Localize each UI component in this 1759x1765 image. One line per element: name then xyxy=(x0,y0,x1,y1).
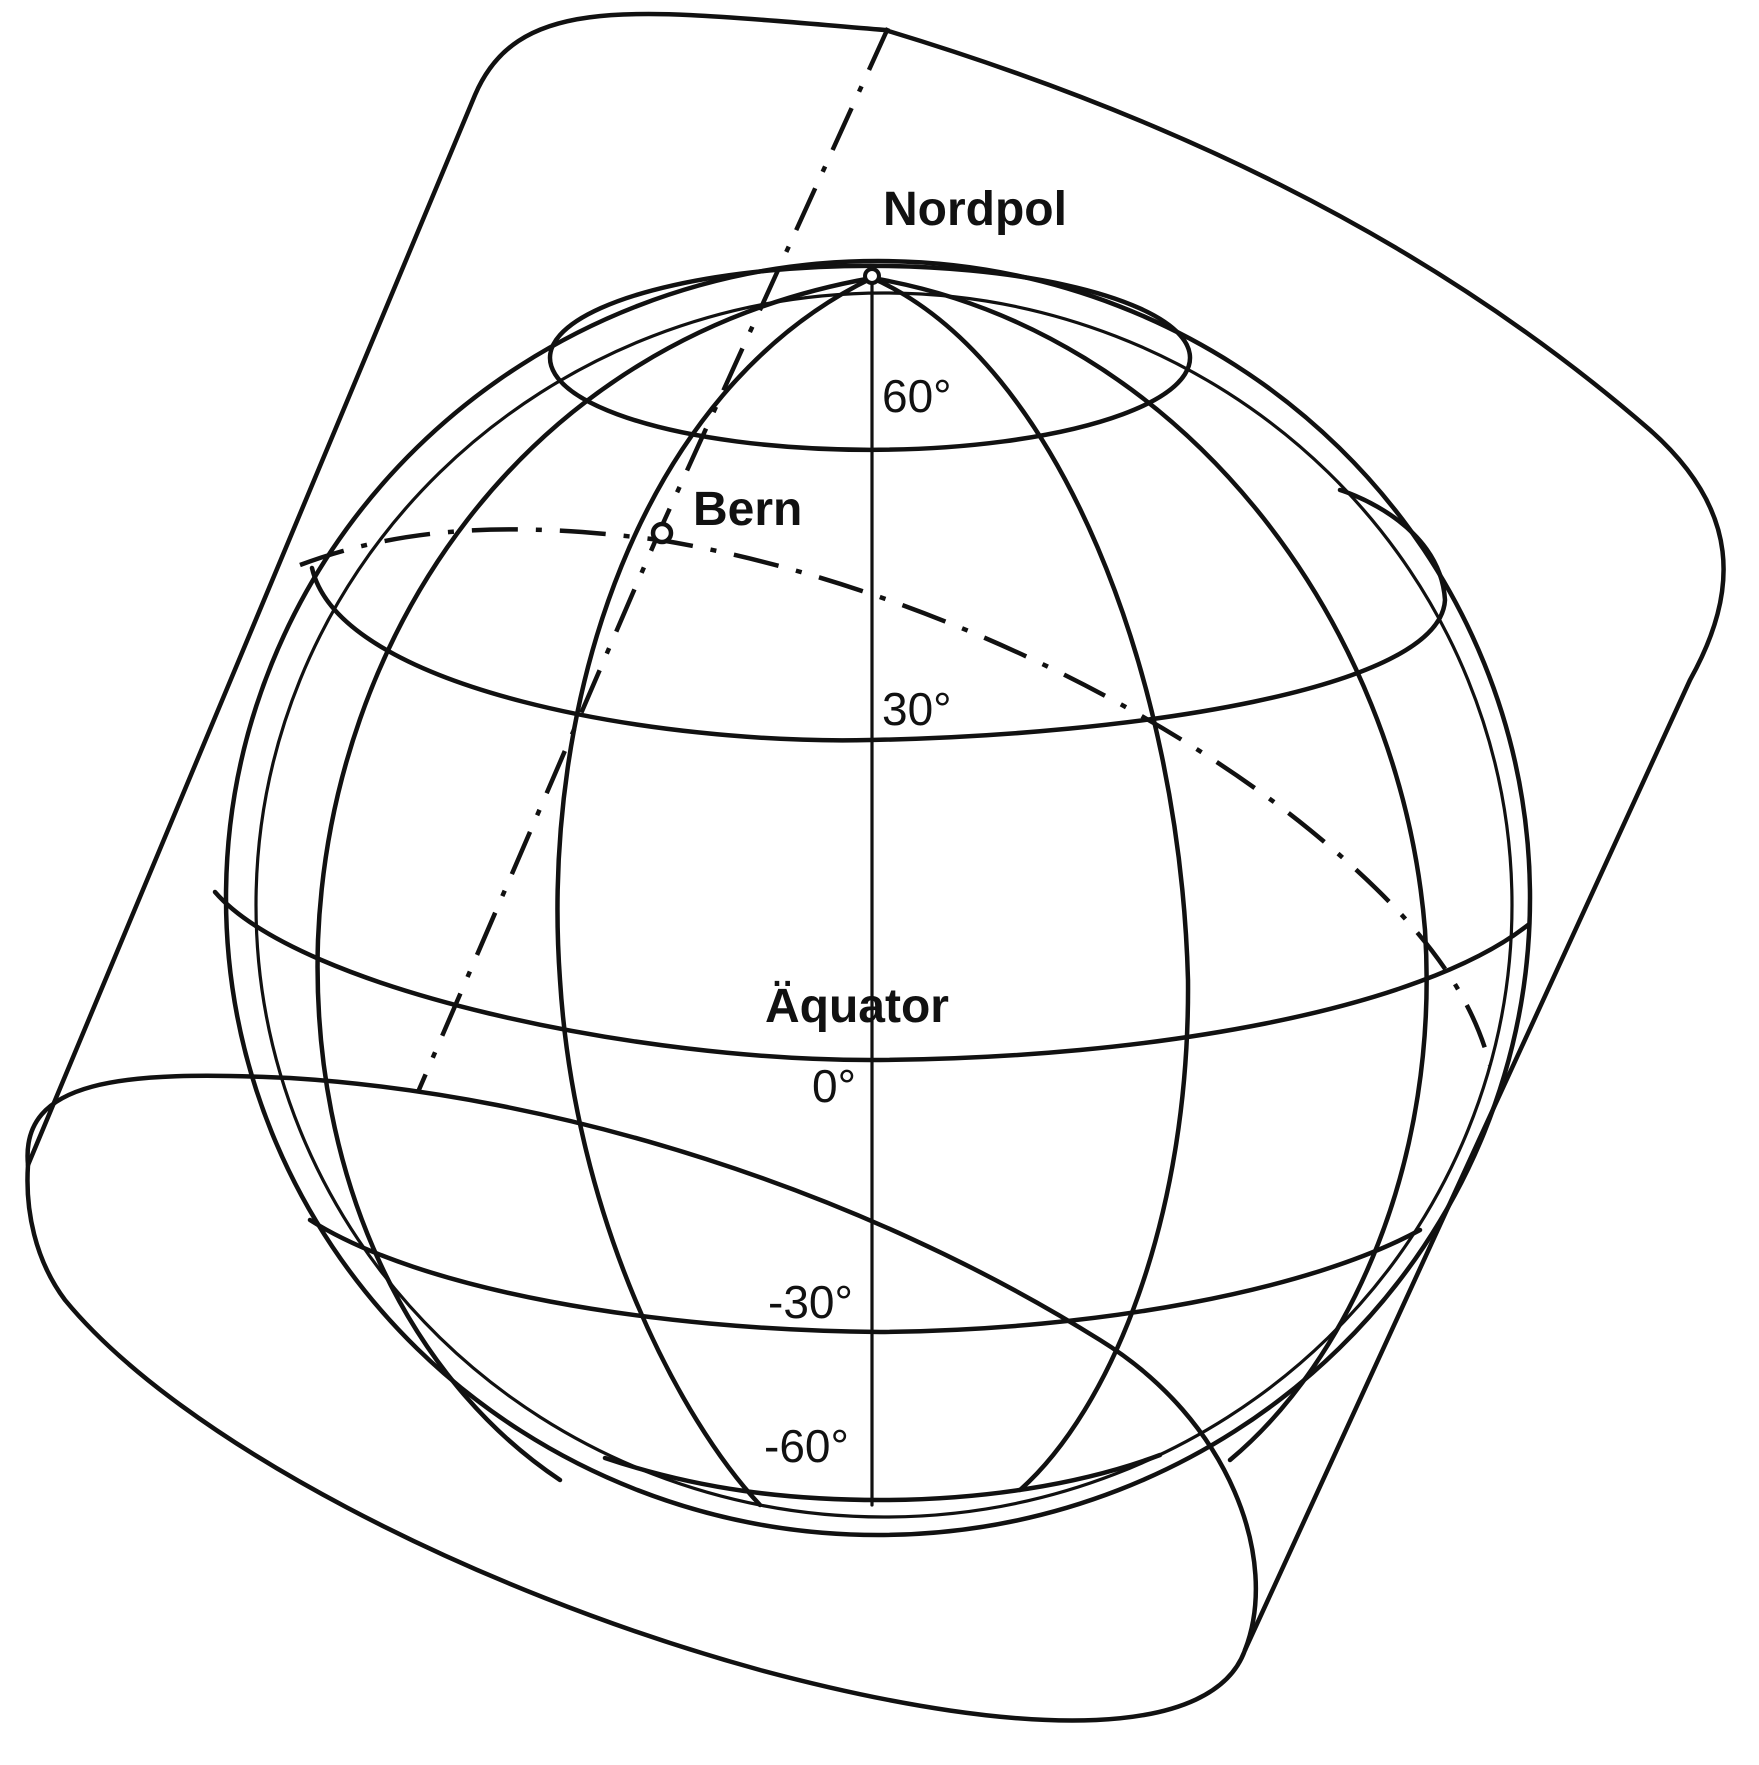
latitude-label-60: 60° xyxy=(882,370,952,422)
globe-outline xyxy=(223,258,1533,1538)
cylinder-bottom-rim xyxy=(25,1073,1259,1723)
equator-line xyxy=(212,889,1531,1063)
meridian-right-1 xyxy=(869,275,1191,1493)
globe-limb-inner xyxy=(254,291,1514,1519)
meridian-left-1 xyxy=(555,275,875,1508)
meridian-left-2 xyxy=(315,275,875,1483)
meridian-right-2 xyxy=(869,275,1429,1463)
latitude-label-30: 30° xyxy=(882,683,952,735)
latitude-label-minus-30: -30° xyxy=(768,1276,853,1328)
equator-label: Äquator xyxy=(765,980,949,1033)
globe xyxy=(223,258,1533,1538)
north-pole-label: Nordpol xyxy=(883,183,1067,236)
oblique-great-circle xyxy=(299,527,1493,1066)
parallel-30 xyxy=(309,487,1448,743)
latitude-label-minus-60: -60° xyxy=(764,1420,849,1472)
oblique-axis xyxy=(415,27,891,1093)
points xyxy=(650,267,881,545)
projection-cylinder xyxy=(25,11,1726,1723)
bern-label: Bern xyxy=(693,483,802,536)
latitude-label-0: 0° xyxy=(812,1060,856,1112)
bern-marker xyxy=(650,521,674,545)
parallel-minus-30 xyxy=(307,1217,1423,1335)
labels: Nordpol Bern 60° 30° Äquator 0° -30° -60… xyxy=(693,183,1067,1472)
cylinder-top-rim xyxy=(25,11,1726,1653)
parallel-minus-60 xyxy=(602,1452,1163,1503)
north-pole-marker xyxy=(863,267,881,285)
meridians xyxy=(315,275,1429,1508)
